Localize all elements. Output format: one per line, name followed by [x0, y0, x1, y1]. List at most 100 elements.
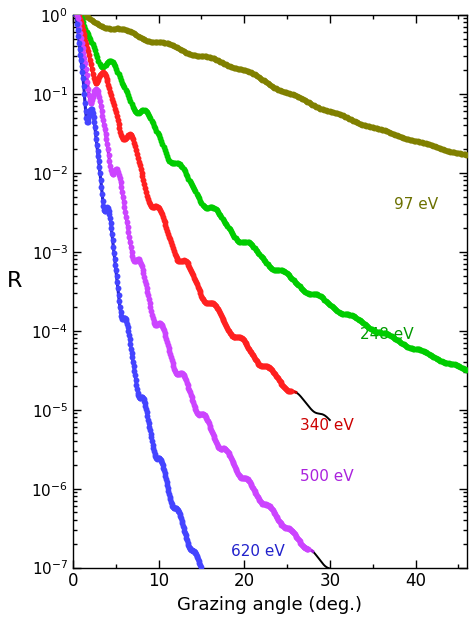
Point	[255, 360, 263, 369]
Point	[139, 34, 146, 44]
Point	[282, 384, 290, 394]
Point	[227, 62, 235, 72]
Point	[190, 400, 198, 410]
Point	[120, 314, 128, 324]
Point	[154, 128, 161, 138]
Point	[180, 255, 188, 265]
Point	[223, 323, 231, 333]
Point	[216, 443, 224, 453]
Point	[263, 361, 271, 371]
Point	[301, 543, 309, 553]
Point	[162, 331, 169, 341]
Point	[315, 290, 322, 300]
Point	[185, 385, 193, 395]
Point	[152, 201, 159, 211]
Point	[91, 45, 99, 55]
Point	[110, 59, 118, 69]
Point	[179, 518, 186, 528]
Point	[270, 507, 277, 517]
Point	[218, 443, 225, 453]
Point	[103, 58, 110, 68]
Point	[182, 373, 189, 383]
Point	[182, 530, 190, 540]
Point	[210, 299, 218, 309]
Point	[401, 134, 408, 143]
Point	[308, 289, 315, 299]
Point	[95, 89, 102, 99]
Point	[224, 221, 231, 231]
Point	[109, 169, 117, 179]
Point	[279, 266, 287, 276]
Point	[304, 544, 312, 554]
Point	[160, 38, 168, 48]
Point	[134, 254, 142, 264]
Point	[265, 363, 273, 373]
Point	[264, 78, 272, 88]
Point	[407, 135, 415, 145]
Point	[449, 147, 457, 157]
Point	[355, 315, 363, 325]
Point	[102, 60, 109, 70]
Point	[179, 45, 186, 55]
Point	[201, 577, 209, 587]
Point	[135, 255, 143, 265]
Point	[271, 508, 278, 518]
Point	[273, 265, 281, 275]
Point	[250, 352, 257, 362]
Point	[191, 50, 198, 60]
Point	[84, 47, 92, 57]
Point	[95, 93, 103, 102]
Point	[441, 358, 449, 368]
Point	[194, 409, 201, 419]
Point	[148, 202, 155, 212]
Point	[184, 380, 191, 390]
Point	[336, 109, 344, 119]
Point	[215, 601, 223, 610]
Point	[122, 314, 129, 324]
Point	[201, 410, 209, 420]
Point	[82, 36, 89, 46]
Point	[187, 266, 195, 276]
Point	[81, 58, 89, 68]
Point	[239, 237, 246, 247]
Point	[398, 338, 405, 348]
Point	[181, 256, 189, 266]
Point	[142, 279, 149, 289]
Point	[289, 89, 297, 99]
Point	[255, 248, 262, 258]
Point	[97, 21, 105, 31]
Point	[448, 147, 456, 157]
Point	[80, 11, 88, 20]
Point	[127, 343, 135, 353]
Point	[275, 516, 283, 526]
Point	[199, 292, 206, 302]
Point	[86, 55, 94, 65]
Point	[96, 96, 104, 106]
Point	[239, 334, 246, 344]
Point	[128, 27, 136, 37]
Point	[179, 520, 187, 530]
Point	[162, 471, 169, 481]
Point	[195, 193, 203, 203]
Point	[173, 369, 180, 379]
Point	[174, 256, 182, 266]
Point	[237, 64, 244, 74]
Point	[97, 61, 105, 71]
Point	[237, 333, 245, 343]
Point	[231, 232, 238, 242]
Point	[176, 369, 183, 379]
Point	[244, 341, 251, 351]
Point	[187, 178, 194, 188]
Point	[154, 453, 162, 463]
Point	[78, 61, 85, 71]
Point	[192, 406, 200, 416]
Point	[309, 289, 316, 299]
Point	[84, 117, 91, 127]
Point	[288, 89, 295, 99]
Point	[140, 272, 148, 282]
Point	[215, 599, 222, 609]
Point	[437, 356, 444, 366]
Point	[259, 75, 266, 84]
Point	[191, 275, 199, 285]
Point	[290, 275, 298, 285]
